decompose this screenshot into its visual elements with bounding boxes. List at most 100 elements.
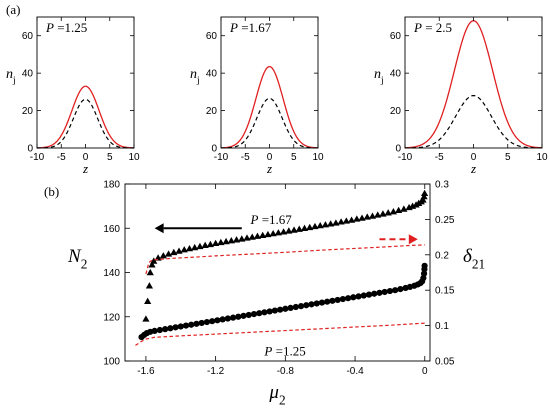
triangle-point — [264, 230, 272, 238]
left-y-tick-label: 180 — [103, 180, 120, 191]
triangle-point — [253, 232, 262, 239]
right-y-tick-label: 0.05 — [435, 357, 455, 368]
triangle-point — [217, 238, 225, 246]
triangle-point — [201, 241, 209, 248]
triangle-point — [420, 189, 429, 196]
circle-point — [420, 270, 428, 277]
y-tick-label: 40 — [206, 69, 218, 80]
annotation-p-125: P =1.25 — [263, 343, 305, 358]
triangle-point — [142, 315, 150, 322]
x-tick-label: -0.8 — [277, 366, 295, 377]
circle-point — [371, 290, 378, 297]
triangle-point — [311, 222, 319, 230]
x-axis-label: z — [82, 161, 88, 176]
power-annotation: P =1.25 — [45, 20, 87, 35]
right-y-tick-label: 0.1 — [435, 321, 449, 332]
right-y-axis-label: δ21 — [463, 246, 485, 272]
triangle-point — [148, 261, 156, 268]
circle-point — [397, 285, 404, 293]
circle-point — [421, 262, 428, 269]
y-tick-label: 60 — [22, 31, 34, 42]
x-tick-label: -10 — [214, 152, 229, 163]
y-tick-label: 60 — [390, 31, 402, 42]
circle-point — [365, 291, 373, 298]
triangle-point — [389, 208, 397, 215]
triangle-point — [374, 211, 382, 218]
circle-point — [261, 309, 268, 316]
panel-a-middle: -10 -5 0 5 10 0 20 40 60 z nj P =1.67 — [190, 16, 324, 176]
x-tick-label: 5 — [107, 152, 113, 163]
triangle-point — [332, 219, 340, 226]
circle-point — [250, 310, 258, 318]
triangle-point — [358, 214, 366, 221]
profile-curve-solid — [220, 65, 319, 149]
power-annotation: P = 2.5 — [413, 20, 452, 35]
delta-curve-dashed — [145, 244, 425, 275]
circle-point — [339, 295, 346, 303]
left-y-tick-label: 120 — [103, 312, 120, 323]
panel-label-b: (b) — [44, 184, 59, 199]
x-tick-label: 5 — [291, 152, 297, 163]
triangle-point — [180, 246, 188, 253]
circle-point — [277, 306, 284, 313]
circle-point — [381, 288, 388, 296]
triangle-point — [243, 234, 251, 241]
delta-curve-dashed — [135, 322, 425, 346]
triangle-point — [295, 225, 303, 232]
triangle-point — [232, 236, 241, 243]
plot-area — [135, 189, 429, 346]
triangle-point — [316, 221, 324, 229]
circle-point — [245, 311, 252, 319]
triangle-point — [395, 206, 403, 214]
triangle-point — [300, 224, 309, 231]
left-y-tick-label: 100 — [103, 357, 120, 368]
circle-point — [209, 318, 216, 325]
circle-point — [334, 296, 341, 304]
circle-point — [329, 297, 336, 304]
y-tick-label: 20 — [390, 106, 402, 117]
triangle-point — [222, 237, 230, 245]
triangle-point — [290, 226, 298, 233]
circle-point — [355, 293, 362, 300]
panel-a-right: -10 -5 0 5 10 0 20 40 60 z nj P = 2.5 — [374, 16, 548, 176]
y-tick-label: 60 — [206, 31, 218, 42]
triangle-point — [420, 193, 428, 200]
triangle-point — [419, 196, 427, 203]
plot-frame — [124, 183, 431, 362]
left-y-axis-label: N2 — [67, 246, 87, 272]
circle-point — [313, 300, 320, 307]
circle-point — [350, 294, 357, 301]
triangle-point — [285, 227, 293, 234]
x-axis-label: z — [266, 161, 272, 176]
triangle-point — [145, 282, 153, 289]
circle-point — [177, 323, 184, 330]
right-y-tick-label: 0.2 — [435, 250, 449, 261]
circle-point — [188, 321, 195, 328]
x-tick-label: 0 — [267, 152, 273, 163]
triangle-point — [363, 213, 371, 220]
x-tick-label: -10 — [398, 152, 413, 163]
x-tick-label: -0.4 — [346, 366, 364, 377]
triangle-point — [248, 233, 256, 240]
circle-point — [386, 287, 394, 295]
triangle-point — [170, 248, 178, 256]
circle-point — [235, 313, 242, 320]
triangle-point — [212, 239, 220, 246]
y-tick-label: 20 — [22, 106, 34, 117]
circle-point — [360, 292, 367, 299]
y-tick-label: 0 — [395, 144, 401, 155]
triangle-point — [146, 268, 154, 276]
circle-point — [151, 327, 158, 335]
right-y-tick-label: 0.15 — [435, 286, 455, 297]
circle-point — [182, 322, 190, 329]
circle-point — [303, 302, 310, 309]
y-tick-label: 40 — [390, 69, 402, 80]
x-tick-label: 0 — [422, 366, 428, 377]
panel-label-a: (a) — [6, 2, 20, 17]
y-axis-label: nj — [374, 67, 384, 86]
triangle-point — [144, 297, 152, 304]
plot-frame — [404, 16, 543, 149]
plot-frame — [36, 16, 135, 149]
x-tick-label: 0 — [471, 152, 477, 163]
